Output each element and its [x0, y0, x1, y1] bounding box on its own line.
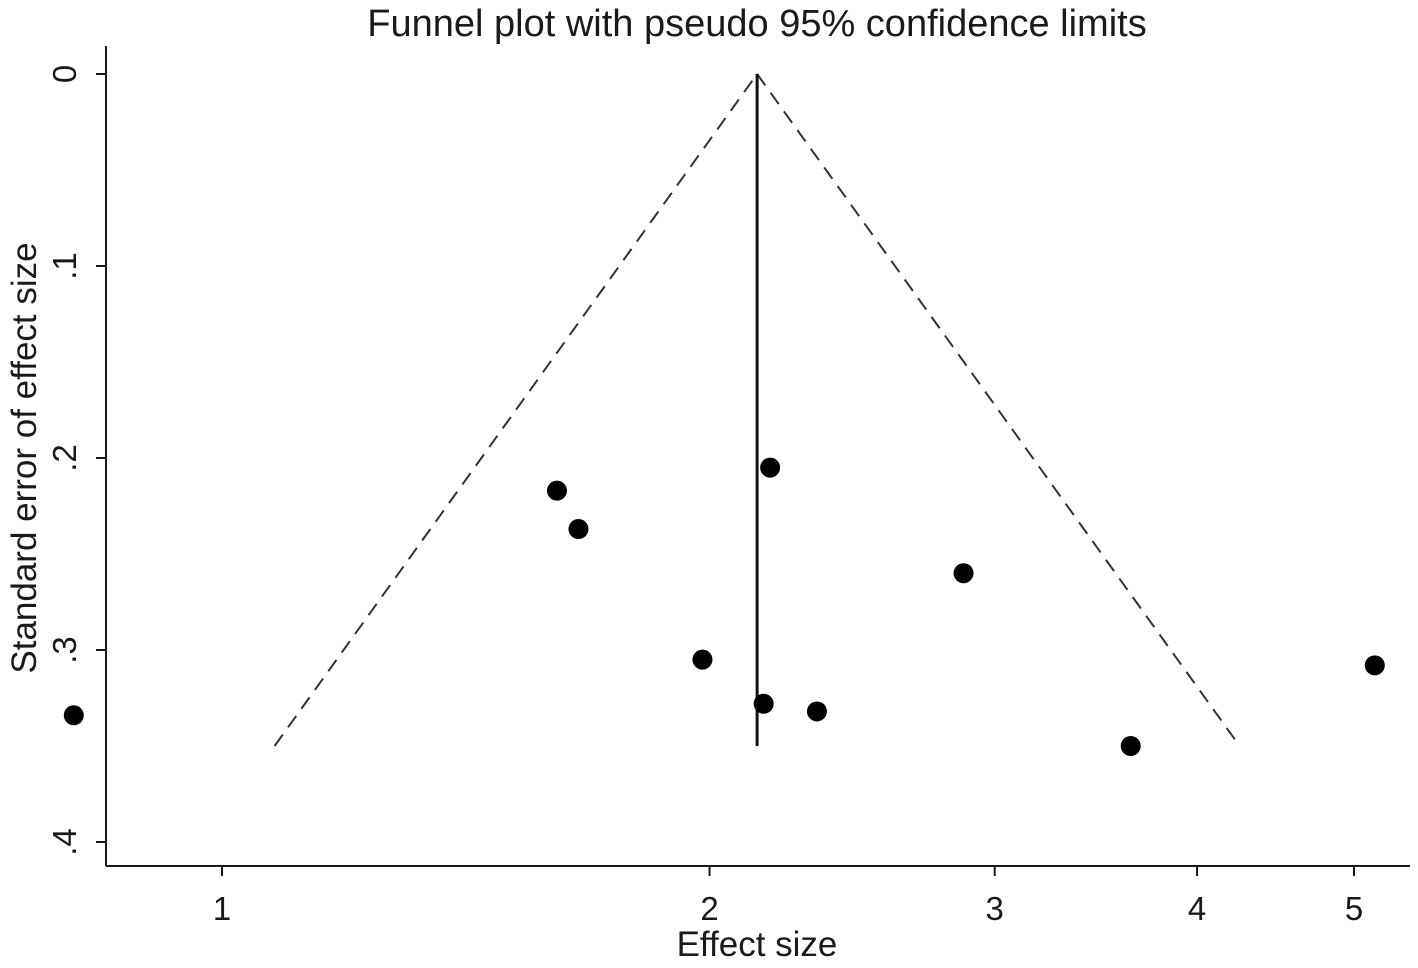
study-point — [546, 480, 567, 501]
x-axis-ticks: 1 2 3 4 5 — [213, 866, 1363, 927]
study-point — [806, 701, 827, 722]
chart-title: Funnel plot with pseudo 95% confidence l… — [367, 3, 1146, 45]
y-tick-label: .2 — [46, 444, 83, 472]
y-tick-label: .3 — [46, 636, 83, 664]
y-axis-title: Standard error of effect size — [5, 242, 44, 673]
y-axis-ticks: 0 .1 .2 .3 .4 — [46, 65, 106, 856]
x-tick-label: 5 — [1345, 890, 1363, 927]
study-point — [753, 693, 774, 714]
study-point — [568, 519, 589, 540]
x-tick-label: 1 — [213, 890, 231, 927]
study-point — [760, 457, 781, 478]
x-tick-label: 2 — [700, 890, 718, 927]
y-tick-label: 0 — [46, 65, 83, 83]
upper-confidence-limit — [756, 73, 1241, 747]
x-axis-title: Effect size — [677, 925, 838, 964]
plot-lines — [273, 73, 1241, 747]
study-point — [1120, 736, 1141, 756]
study-point — [953, 563, 974, 584]
data-points — [63, 457, 1385, 756]
x-tick-label: 4 — [1188, 890, 1206, 927]
y-tick-label: .1 — [46, 252, 83, 280]
study-point — [63, 705, 84, 726]
study-point — [692, 649, 713, 670]
x-tick-label: 3 — [986, 890, 1004, 927]
y-tick-label: .4 — [46, 828, 83, 856]
study-point — [1364, 655, 1385, 676]
lower-confidence-limit — [273, 73, 758, 747]
